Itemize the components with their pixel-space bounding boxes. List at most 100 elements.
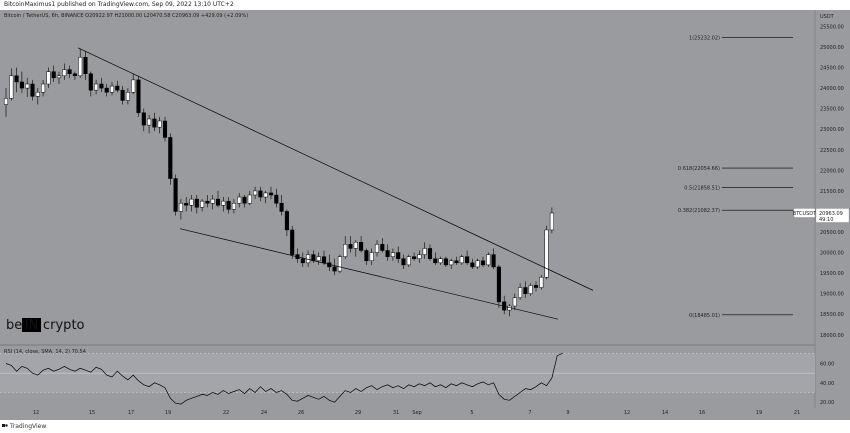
candle (173, 178, 178, 212)
time-tick-label: 15 (89, 410, 95, 416)
price-tick-label: 23000.00 (820, 127, 844, 133)
price-tick-label: 19500.00 (820, 271, 844, 277)
candle-countdown-label: 49:10 (819, 217, 833, 223)
price-tick-label: 24000.00 (820, 86, 844, 92)
candle (210, 198, 215, 204)
candle (533, 285, 539, 288)
candle (284, 211, 289, 231)
candle (14, 75, 19, 83)
symbol-badge (793, 208, 816, 218)
fib-level-label: 0.5(21858.51) (684, 186, 720, 192)
price-tick-label: 18500.00 (820, 312, 844, 318)
candle (343, 244, 348, 257)
rsi-line (5, 352, 563, 405)
candle (459, 256, 464, 264)
tradingview-logo-icon (2, 424, 8, 427)
candle (549, 212, 554, 231)
candle (162, 120, 168, 138)
time-tick-label: 29 (355, 410, 361, 416)
price-tick-label: 20000.00 (820, 251, 844, 257)
candle (512, 297, 517, 307)
chart-footer: TradingView (0, 420, 850, 433)
publish-info: BitcoinMaximus1 published on TradingView… (4, 1, 234, 8)
candle (215, 198, 221, 206)
candle (147, 118, 152, 126)
candle (168, 137, 173, 179)
candle (449, 260, 454, 266)
candle (136, 79, 141, 114)
candle (221, 200, 226, 206)
candle (274, 194, 279, 204)
time-tick-label: 16 (699, 410, 705, 416)
watermark-brand-box (22, 318, 41, 332)
time-tick-label: 24 (261, 410, 267, 416)
candle (279, 202, 284, 212)
candle (539, 276, 544, 288)
candle (311, 254, 316, 262)
candle (25, 83, 30, 89)
candle (242, 196, 247, 204)
candle (353, 242, 358, 249)
chart-header: BitcoinMaximus1 published on TradingView… (0, 0, 850, 10)
candle (374, 244, 380, 253)
watermark-brand-left: be (6, 318, 22, 333)
candle (200, 200, 205, 208)
rsi-tick-label: 60.00 (820, 361, 834, 367)
time-tick-label: 19 (756, 410, 762, 416)
price-pane (0, 10, 815, 343)
candle (205, 200, 210, 204)
candle (231, 202, 236, 210)
time-tick-label: 7 (528, 410, 531, 416)
candle (359, 242, 364, 251)
candle (115, 85, 120, 91)
time-tick-label: 5 (470, 410, 473, 416)
candle (141, 112, 146, 126)
price-tick-label: 23500.00 (820, 107, 844, 113)
candle (41, 83, 46, 93)
candle (433, 258, 438, 264)
candle (422, 248, 427, 255)
rsi-tick-label: 40.00 (820, 381, 834, 387)
time-tick-label: 14 (662, 410, 668, 416)
candle (152, 118, 157, 128)
candle (417, 254, 422, 259)
candle (390, 252, 395, 257)
candle (470, 262, 475, 268)
candle (104, 87, 109, 93)
candle (316, 256, 321, 262)
candle (480, 260, 486, 266)
candle (178, 202, 183, 212)
candle (253, 190, 258, 196)
time-tick-label: 17 (128, 410, 134, 416)
candle (83, 57, 88, 74)
candle (72, 73, 77, 77)
time-tick-label: 31 (393, 410, 399, 416)
candle (396, 252, 401, 259)
wedge-lower-line (179, 228, 559, 320)
candle (51, 71, 56, 79)
candle (120, 89, 125, 101)
candle (412, 256, 417, 259)
price-tick-label: 20500.00 (820, 230, 844, 236)
wedge-upper-line (77, 47, 594, 291)
candle (496, 266, 501, 303)
candle (332, 266, 337, 272)
candle (491, 254, 496, 268)
candle (290, 229, 295, 255)
candle (528, 285, 533, 294)
fib-level-label: 0.382(21082.37) (678, 208, 720, 214)
candle (544, 229, 549, 278)
candle (226, 200, 231, 210)
candle (9, 75, 14, 99)
candle (35, 91, 40, 97)
symbol-info: Bitcoin / TetherUS, 6h, BINANCE O20922.9… (4, 13, 248, 19)
candle (67, 69, 72, 74)
rsi-label: RSI (14, close, SMA, 14, 2) 70.54 (4, 349, 86, 355)
candle (443, 258, 448, 266)
candle (486, 254, 491, 266)
time-tick-label: 12 (624, 410, 630, 416)
candle (30, 83, 35, 97)
candle (157, 120, 162, 128)
candle (88, 73, 93, 91)
